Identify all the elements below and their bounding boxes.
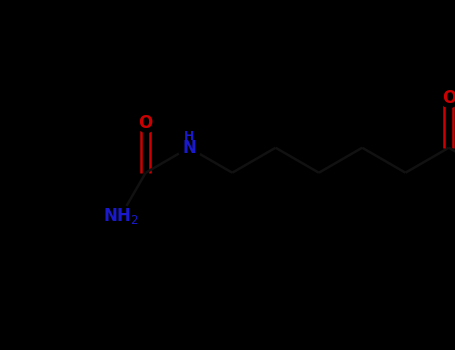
Text: O: O	[442, 89, 455, 107]
Text: N: N	[182, 139, 196, 157]
Text: O: O	[139, 114, 153, 132]
Text: NH$_2$: NH$_2$	[103, 206, 139, 226]
Text: H: H	[184, 130, 194, 143]
